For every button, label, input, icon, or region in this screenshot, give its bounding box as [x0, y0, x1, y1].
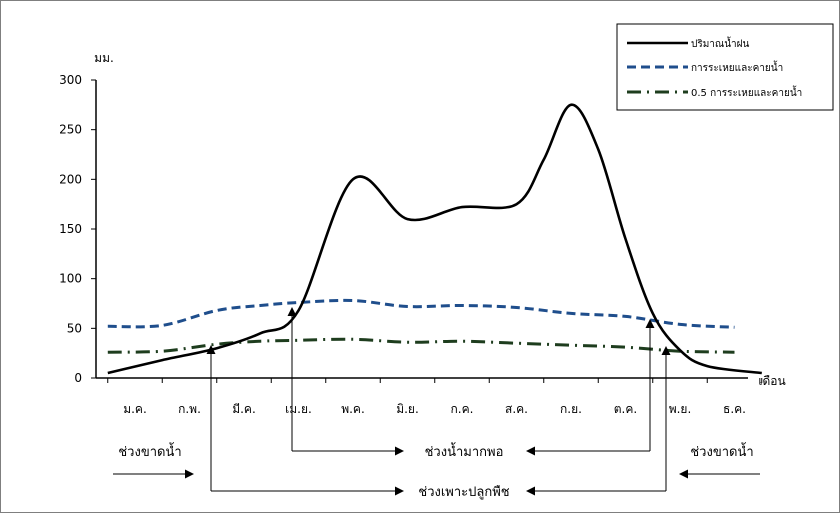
x-tick-label: พ.ค. — [341, 402, 365, 416]
x-tick-label: มี.ค. — [232, 402, 256, 416]
y-tick-label: 50 — [67, 321, 82, 335]
y-tick-label: 200 — [59, 172, 82, 186]
annotation-dry-left: ช่วงขาดน้ำ — [113, 442, 194, 479]
x-tick-label: ก.พ. — [178, 402, 201, 416]
series-line-2 — [107, 337, 735, 354]
x-tick-label: ธ.ค. — [723, 402, 746, 416]
y-tick-label: 300 — [59, 73, 82, 87]
y-tick-label: 150 — [59, 222, 82, 236]
dry-right-label: ช่วงขาดน้ำ — [690, 442, 753, 460]
x-tick-label: มิ.ย. — [396, 402, 419, 416]
x-tick-label: ต.ค. — [614, 402, 637, 416]
series-line-0 — [107, 103, 762, 375]
legend-label-half-et: 0.5 การระเหยและคายน้ำ — [691, 85, 802, 99]
y-axis-label: มม. — [94, 51, 114, 65]
x-tick-label: ก.ย. — [560, 402, 582, 416]
x-tick-label: ก.ค. — [451, 402, 474, 416]
y-axis-ticks: 0 50 100 150 200 250 300 — [59, 73, 96, 385]
annotation-growing: ช่วงเพาะปลูกพืช — [206, 345, 671, 500]
x-tick-label: เม.ย. — [285, 402, 312, 416]
dry-left-label: ช่วงขาดน้ำ — [118, 442, 181, 460]
annotation-dry-right: ช่วงขาดน้ำ — [679, 442, 760, 479]
x-tick-label: ส.ค. — [505, 402, 528, 416]
legend-label-rainfall: ปริมาณน้ำฝน — [691, 36, 750, 50]
y-tick-label: 100 — [59, 272, 82, 286]
y-tick-label: 250 — [59, 123, 82, 137]
x-axis-label: เดือน — [758, 374, 785, 388]
legend-box — [616, 23, 834, 111]
series-line-1 — [107, 298, 735, 329]
legend[interactable]: ปริมาณน้ำฝน การระเหยและคายน้ำ 0.5 การระเ… — [616, 23, 834, 111]
annotation-surplus: ช่วงน้ำมากพอ — [287, 307, 655, 460]
y-tick-label: 0 — [74, 371, 82, 385]
series-layer — [107, 103, 762, 375]
legend-label-et: การระเหยและคายน้ำ — [691, 60, 783, 74]
x-tick-label: พ.ย. — [669, 402, 692, 416]
growing-label: ช่วงเพาะปลูกพืช — [418, 484, 509, 500]
x-tick-label: ม.ค. — [123, 402, 147, 416]
surplus-label: ช่วงน้ำมากพอ — [425, 442, 504, 460]
